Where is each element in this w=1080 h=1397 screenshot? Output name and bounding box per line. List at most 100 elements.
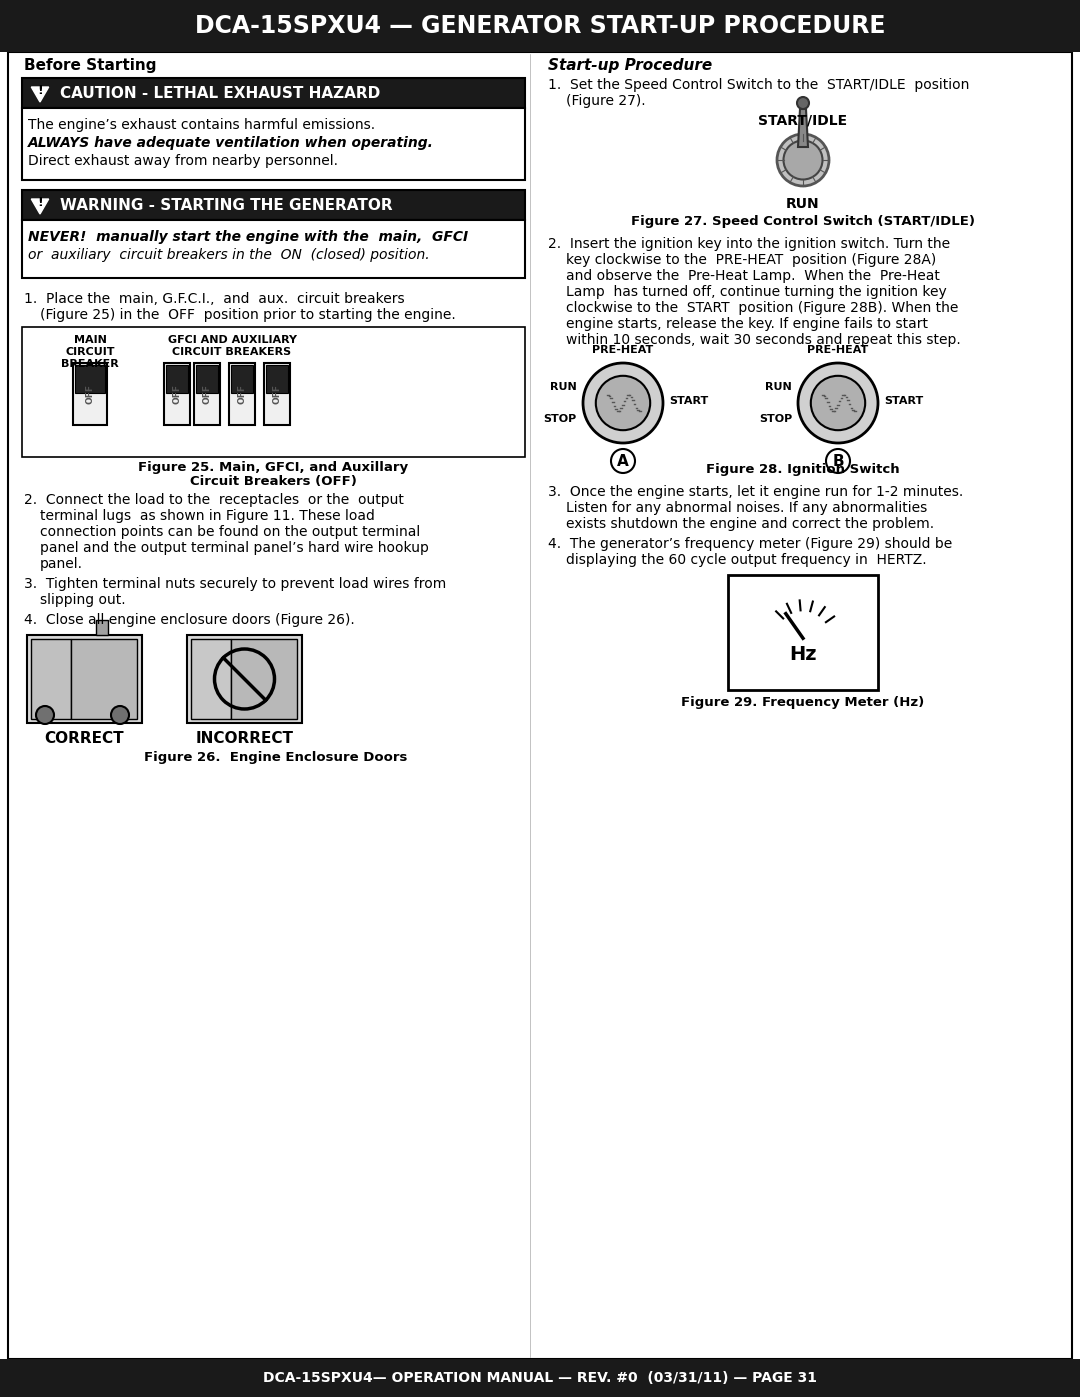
Bar: [166, 365, 188, 393]
Text: B: B: [833, 454, 843, 468]
Circle shape: [611, 448, 635, 474]
Text: connection points can be found on the output terminal: connection points can be found on the ou…: [40, 525, 420, 539]
Bar: [194, 363, 220, 425]
Bar: [195, 365, 218, 393]
Text: CORRECT: CORRECT: [44, 731, 124, 746]
Bar: [22, 108, 525, 180]
Text: within 10 seconds, wait 30 seconds and repeat this step.: within 10 seconds, wait 30 seconds and r…: [566, 332, 961, 346]
Text: STOP: STOP: [759, 414, 792, 425]
Circle shape: [798, 363, 878, 443]
Text: !: !: [37, 84, 43, 98]
Text: Hz: Hz: [789, 645, 816, 664]
Circle shape: [811, 376, 865, 430]
Text: CIRCUIT BREAKERS: CIRCUIT BREAKERS: [173, 346, 292, 358]
Text: exists shutdown the engine and correct the problem.: exists shutdown the engine and correct t…: [566, 517, 934, 531]
Text: panel and the output terminal panel’s hard wire hookup: panel and the output terminal panel’s ha…: [40, 541, 429, 555]
Bar: [22, 78, 525, 108]
Bar: [70, 638, 137, 719]
Circle shape: [36, 705, 54, 724]
Text: INCORRECT: INCORRECT: [195, 731, 294, 746]
Circle shape: [783, 141, 823, 179]
Text: engine starts, release the key. If engine fails to start: engine starts, release the key. If engin…: [566, 317, 928, 331]
Text: OFF: OFF: [238, 384, 246, 404]
Text: MAIN: MAIN: [73, 335, 107, 345]
Circle shape: [583, 363, 663, 443]
Text: 4.  Close all engine enclosure doors (Figure 26).: 4. Close all engine enclosure doors (Fig…: [24, 613, 354, 627]
Bar: [231, 365, 253, 393]
Text: Figure 28. Ignition Switch: Figure 28. Ignition Switch: [706, 462, 900, 476]
Text: OFF: OFF: [85, 384, 95, 404]
Text: 1.  Place the  main, G.F.C.I.,  and  aux.  circuit breakers: 1. Place the main, G.F.C.I., and aux. ci…: [24, 292, 405, 306]
Text: displaying the 60 cycle output frequency in  HERTZ.: displaying the 60 cycle output frequency…: [566, 553, 927, 567]
Text: NEVER!  manually start the engine with the  main,  GFCI: NEVER! manually start the engine with th…: [28, 231, 468, 244]
Text: panel.: panel.: [40, 557, 83, 571]
Text: Figure 27. Speed Control Switch (START/IDLE): Figure 27. Speed Control Switch (START/I…: [631, 215, 975, 228]
Polygon shape: [798, 109, 808, 147]
Bar: [229, 363, 255, 425]
Bar: [191, 638, 231, 719]
Text: Circuit Breakers (OFF): Circuit Breakers (OFF): [190, 475, 356, 488]
Circle shape: [826, 448, 850, 474]
Text: Figure 26.  Engine Enclosure Doors: Figure 26. Engine Enclosure Doors: [145, 752, 407, 764]
Text: DCA-15SPXU4 — GENERATOR START-UP PROCEDURE: DCA-15SPXU4 — GENERATOR START-UP PROCEDU…: [194, 14, 886, 38]
Text: OFF: OFF: [272, 384, 282, 404]
Bar: [0, 0, 1080, 52]
Polygon shape: [31, 198, 49, 214]
Text: CAUTION - LETHAL EXHAUST HAZARD: CAUTION - LETHAL EXHAUST HAZARD: [60, 85, 380, 101]
Bar: [264, 363, 291, 425]
Bar: [164, 363, 190, 425]
Text: 3.  Tighten terminal nuts securely to prevent load wires from: 3. Tighten terminal nuts securely to pre…: [24, 577, 446, 591]
Text: Lamp  has turned off, continue turning the ignition key: Lamp has turned off, continue turning th…: [566, 285, 947, 299]
Circle shape: [797, 96, 809, 109]
Text: 2.  Insert the ignition key into the ignition switch. Turn the: 2. Insert the ignition key into the igni…: [548, 237, 950, 251]
Text: BREAKER: BREAKER: [62, 359, 119, 369]
Text: (Figure 27).: (Figure 27).: [566, 94, 646, 108]
Text: (Figure 25) in the  OFF  position prior to starting the engine.: (Figure 25) in the OFF position prior to…: [40, 307, 456, 321]
Bar: [187, 636, 302, 724]
Text: Listen for any abnormal noises. If any abnormalities: Listen for any abnormal noises. If any a…: [566, 502, 928, 515]
Bar: [266, 365, 288, 393]
Text: clockwise to the  START  position (Figure 28B). When the: clockwise to the START position (Figure …: [566, 300, 958, 314]
Text: ALWAYS have adequate ventilation when operating.: ALWAYS have adequate ventilation when op…: [28, 136, 434, 149]
Text: terminal lugs  as shown in Figure 11. These load: terminal lugs as shown in Figure 11. The…: [40, 509, 375, 522]
Text: 3.  Once the engine starts, let it engine run for 1-2 minutes.: 3. Once the engine starts, let it engine…: [548, 485, 963, 499]
Text: STOP: STOP: [543, 414, 577, 425]
Text: RUN: RUN: [766, 381, 792, 393]
Circle shape: [777, 134, 829, 186]
Text: Figure 29. Frequency Meter (Hz): Figure 29. Frequency Meter (Hz): [681, 696, 924, 710]
Text: slipping out.: slipping out.: [40, 592, 125, 608]
Text: The engine’s exhaust contains harmful emissions.: The engine’s exhaust contains harmful em…: [28, 117, 375, 131]
Bar: [0, 1359, 1080, 1397]
Text: 1.  Set the Speed Control Switch to the  START/IDLE  position: 1. Set the Speed Control Switch to the S…: [548, 78, 970, 92]
Bar: [73, 363, 107, 425]
Text: and observe the  Pre-Heat Lamp.  When the  Pre-Heat: and observe the Pre-Heat Lamp. When the …: [566, 270, 940, 284]
Bar: [22, 190, 525, 219]
Text: Direct exhaust away from nearby personnel.: Direct exhaust away from nearby personne…: [28, 154, 338, 168]
Bar: [728, 576, 878, 690]
Bar: [75, 365, 105, 393]
Text: START: START: [669, 395, 708, 407]
Bar: [31, 638, 71, 719]
Text: START: START: [885, 395, 923, 407]
Bar: [27, 636, 141, 724]
Circle shape: [111, 705, 129, 724]
Text: or  auxiliary  circuit breakers in the  ON  (closed) position.: or auxiliary circuit breakers in the ON …: [28, 249, 430, 263]
Text: 2.  Connect the load to the  receptacles  or the  output: 2. Connect the load to the receptacles o…: [24, 493, 404, 507]
Text: RUN: RUN: [550, 381, 577, 393]
Polygon shape: [31, 87, 49, 102]
Text: !: !: [37, 197, 43, 210]
Text: START/IDLE: START/IDLE: [758, 115, 848, 129]
Text: CIRCUIT: CIRCUIT: [65, 346, 114, 358]
Bar: [22, 327, 525, 457]
Text: Before Starting: Before Starting: [24, 59, 157, 73]
Text: PRE-HEAT: PRE-HEAT: [808, 345, 868, 355]
Text: GFCI AND AUXILIARY: GFCI AND AUXILIARY: [167, 335, 297, 345]
Bar: [231, 638, 297, 719]
Text: DCA-15SPXU4— OPERATION MANUAL — REV. #0  (03/31/11) — PAGE 31: DCA-15SPXU4— OPERATION MANUAL — REV. #0 …: [264, 1370, 816, 1384]
Text: A: A: [617, 454, 629, 468]
Text: Figure 25. Main, GFCI, and Auxillary: Figure 25. Main, GFCI, and Auxillary: [138, 461, 408, 474]
Text: 4.  The generator’s frequency meter (Figure 29) should be: 4. The generator’s frequency meter (Figu…: [548, 536, 953, 550]
Text: OFF: OFF: [203, 384, 212, 404]
Text: PRE-HEAT: PRE-HEAT: [592, 345, 653, 355]
Text: WARNING - STARTING THE GENERATOR: WARNING - STARTING THE GENERATOR: [60, 197, 393, 212]
